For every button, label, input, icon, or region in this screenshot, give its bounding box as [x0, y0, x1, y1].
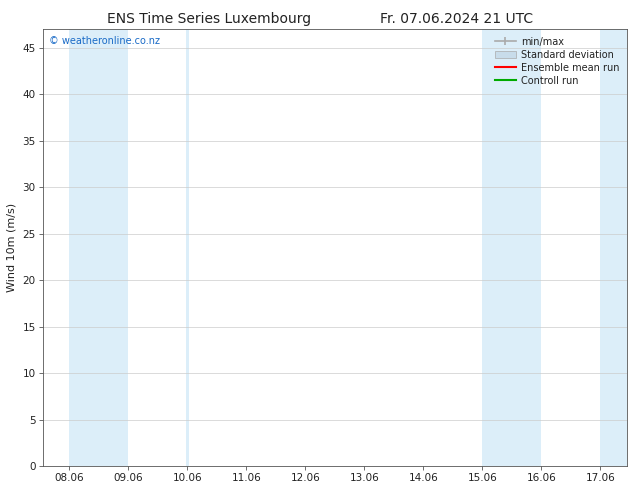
Bar [186, 29, 189, 466]
Bar [482, 29, 541, 466]
Bar [600, 29, 627, 466]
Bar [69, 29, 128, 466]
Y-axis label: Wind 10m (m/s): Wind 10m (m/s) [7, 203, 17, 292]
Text: Fr. 07.06.2024 21 UTC: Fr. 07.06.2024 21 UTC [380, 12, 533, 26]
Text: © weatheronline.co.nz: © weatheronline.co.nz [49, 36, 160, 46]
Text: ENS Time Series Luxembourg: ENS Time Series Luxembourg [107, 12, 311, 26]
Legend: min/max, Standard deviation, Ensemble mean run, Controll run: min/max, Standard deviation, Ensemble me… [491, 34, 622, 88]
